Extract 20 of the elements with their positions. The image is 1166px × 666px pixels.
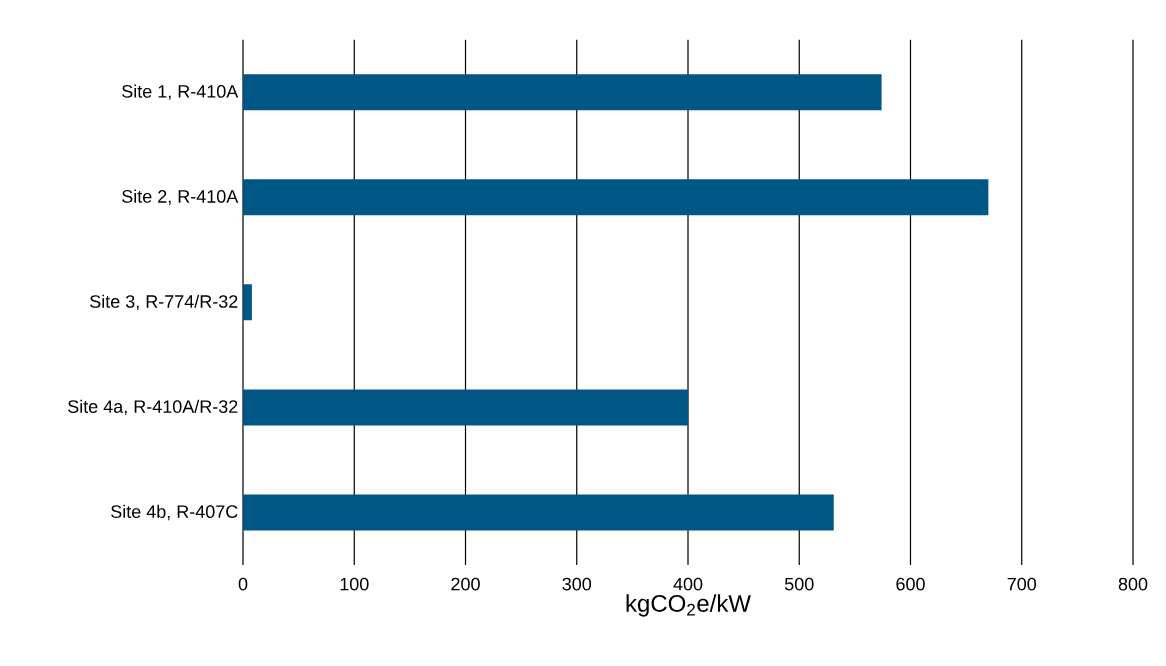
x-tick-label: 0 <box>238 577 248 591</box>
x-tick-label: 200 <box>451 577 480 591</box>
bar <box>243 494 834 531</box>
x-tick-label: 600 <box>896 577 925 591</box>
x-tick-label: 700 <box>1007 577 1037 591</box>
x-tick-label: 300 <box>562 577 592 591</box>
x-tick-label: 800 <box>1118 577 1148 591</box>
x-tick-label: 500 <box>784 577 814 591</box>
x-tick-label: 100 <box>340 577 369 591</box>
y-tick-label: Site 2, R-410A <box>122 189 239 205</box>
bar <box>243 179 989 216</box>
x-axis-title: kgCO$_{2}$e/kW <box>626 594 751 617</box>
y-tick-label: Site 1, R-410A <box>122 84 239 100</box>
y-tick-label: Site 4a, R-410A/R-32 <box>68 399 238 416</box>
y-tick-label: Site 3, R-774/R-32 <box>90 294 238 310</box>
bar <box>243 284 252 321</box>
bar <box>243 74 882 111</box>
y-tick-label: Site 4b, R-407C <box>111 504 238 521</box>
bar <box>243 389 688 426</box>
x-tick-label: 400 <box>673 577 703 591</box>
